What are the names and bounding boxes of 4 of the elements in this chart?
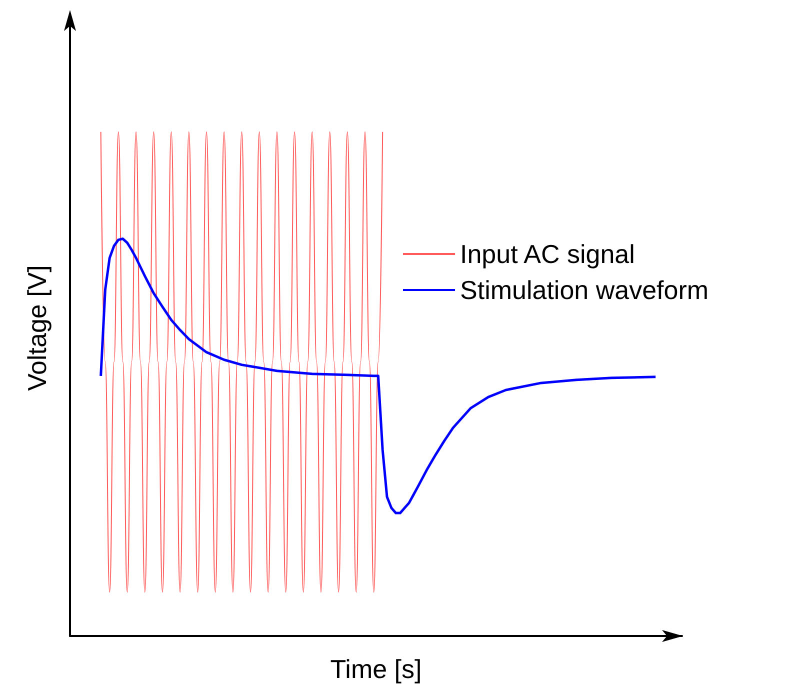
x-axis-title: Time [s] (330, 654, 422, 684)
legend-label: Input AC signal (460, 239, 635, 269)
y-axis-title: Voltage [V] (22, 265, 52, 391)
legend-label: Stimulation waveform (460, 275, 709, 305)
